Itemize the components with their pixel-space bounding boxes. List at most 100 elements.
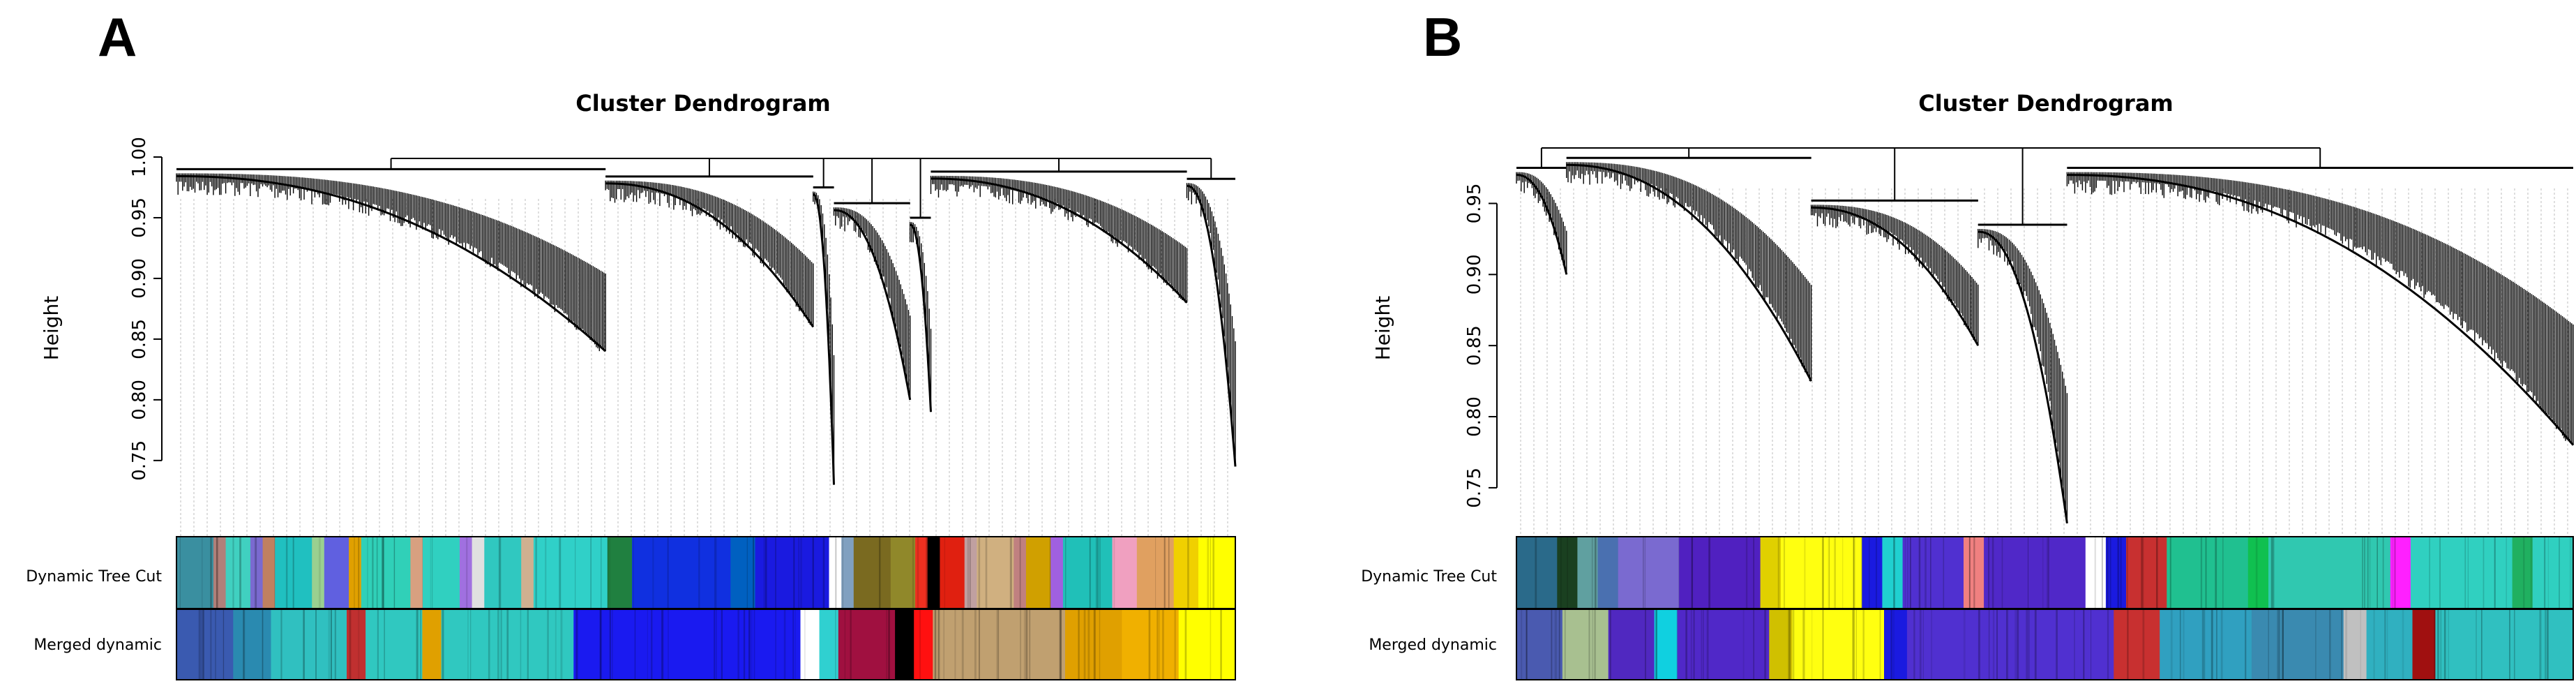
module-color-block — [460, 537, 473, 609]
module-color-block — [800, 609, 820, 680]
module-stripe — [382, 537, 384, 609]
module-color-block — [2410, 537, 2513, 609]
module-stripe — [1029, 609, 1031, 680]
color-bar-frame — [1516, 609, 2574, 680]
module-stripe — [1978, 609, 1980, 680]
module-stripe — [2222, 537, 2224, 609]
module-stripe — [1991, 537, 1994, 609]
module-stripe — [1862, 609, 1865, 680]
module-stripe — [752, 537, 755, 609]
module-color-block — [838, 609, 896, 680]
module-stripe — [812, 537, 814, 609]
module-stripe — [2141, 537, 2144, 609]
module-stripe — [1925, 537, 1927, 609]
dendrogram-chart-a: Cluster Dendrogram Height 0.750.800.850.… — [26, 90, 1237, 680]
module-stripe — [2476, 609, 2477, 680]
module-stripe — [1099, 537, 1101, 609]
y-tick-label: 0.75 — [1464, 468, 1485, 508]
module-color-block — [607, 537, 633, 609]
module-stripe — [651, 609, 653, 680]
module-stripe — [1996, 609, 1998, 680]
module-color-block — [933, 609, 1066, 680]
module-stripe — [1822, 609, 1824, 680]
module-stripe — [974, 609, 977, 680]
module-stripe — [377, 537, 378, 609]
module-color-block — [1862, 537, 1883, 609]
module-stripe — [1065, 537, 1067, 609]
module-stripe — [1920, 609, 1922, 680]
module-color-block — [2390, 537, 2411, 609]
module-stripe — [2120, 537, 2122, 609]
module-stripe — [2494, 537, 2496, 609]
module-stripe — [497, 609, 499, 680]
module-stripe — [198, 609, 199, 680]
module-stripe — [2544, 537, 2546, 609]
module-stripe — [1526, 609, 1528, 680]
module-stripe — [430, 537, 431, 609]
module-color-block — [915, 537, 928, 609]
module-stripe — [1834, 537, 1836, 609]
module-stripe — [1803, 609, 1805, 680]
module-stripe — [1554, 609, 1556, 680]
module-stripe — [1564, 609, 1566, 680]
module-stripe — [1906, 537, 1908, 609]
module-stripe — [2464, 537, 2466, 609]
module-stripe — [751, 609, 753, 680]
module-stripe — [917, 537, 919, 609]
module-stripe — [416, 609, 418, 680]
module-stripe — [1148, 609, 1151, 680]
module-stripe — [938, 609, 940, 680]
color-bar-dynamic — [1516, 536, 2574, 609]
dendrogram-branches — [176, 158, 1237, 485]
module-stripe — [499, 537, 502, 609]
module-color-block — [271, 609, 347, 680]
module-stripe — [1852, 609, 1853, 680]
module-stripe — [1087, 609, 1090, 680]
module-color-block — [1792, 609, 1885, 680]
module-color-block — [213, 537, 227, 609]
module-stripe — [1060, 609, 1062, 680]
module-stripe — [358, 537, 360, 609]
dendrogram-cluster-outline — [2067, 167, 2575, 446]
module-stripe — [243, 609, 245, 680]
module-stripe — [800, 537, 802, 609]
module-stripe — [527, 609, 529, 680]
module-stripe — [466, 537, 468, 609]
module-color-block — [1557, 537, 1578, 609]
module-stripe — [1535, 537, 1537, 609]
module-stripe — [2384, 609, 2386, 680]
dendrogram-cluster-outline — [1187, 177, 1237, 467]
module-stripe — [1059, 609, 1062, 680]
module-color-block — [361, 537, 411, 609]
module-stripe — [2377, 537, 2378, 609]
module-color-block — [1906, 609, 2114, 680]
module-stripe — [1023, 609, 1025, 680]
module-color-block — [755, 537, 830, 609]
module-stripe — [1095, 537, 1097, 609]
y-tick-label: 1.00 — [129, 137, 150, 177]
module-stripe — [2127, 609, 2129, 680]
module-stripe — [2270, 537, 2273, 609]
module-color-block — [1618, 537, 1680, 609]
module-stripe — [599, 609, 602, 680]
module-stripe — [2509, 609, 2510, 680]
module-stripe — [216, 537, 218, 609]
module-stripe — [2245, 609, 2247, 680]
module-stripe — [1210, 537, 1211, 609]
module-stripe — [2143, 537, 2144, 609]
module-stripe — [498, 537, 500, 609]
module-stripe — [2282, 609, 2284, 680]
module-color-block — [1597, 537, 1619, 609]
module-color-block — [1173, 537, 1199, 609]
module-color-block — [2247, 537, 2269, 609]
module-stripe — [1083, 609, 1086, 680]
module-stripe — [2074, 609, 2075, 680]
dendrogram-leaf-branches — [1978, 229, 2068, 523]
module-color-block — [977, 537, 1014, 609]
module-stripe — [1783, 537, 1786, 609]
module-stripe — [1890, 609, 1892, 680]
module-color-block — [1025, 537, 1051, 609]
module-color-block — [1577, 537, 1599, 609]
module-color-block — [1984, 537, 2086, 609]
module-stripe — [1187, 537, 1189, 609]
